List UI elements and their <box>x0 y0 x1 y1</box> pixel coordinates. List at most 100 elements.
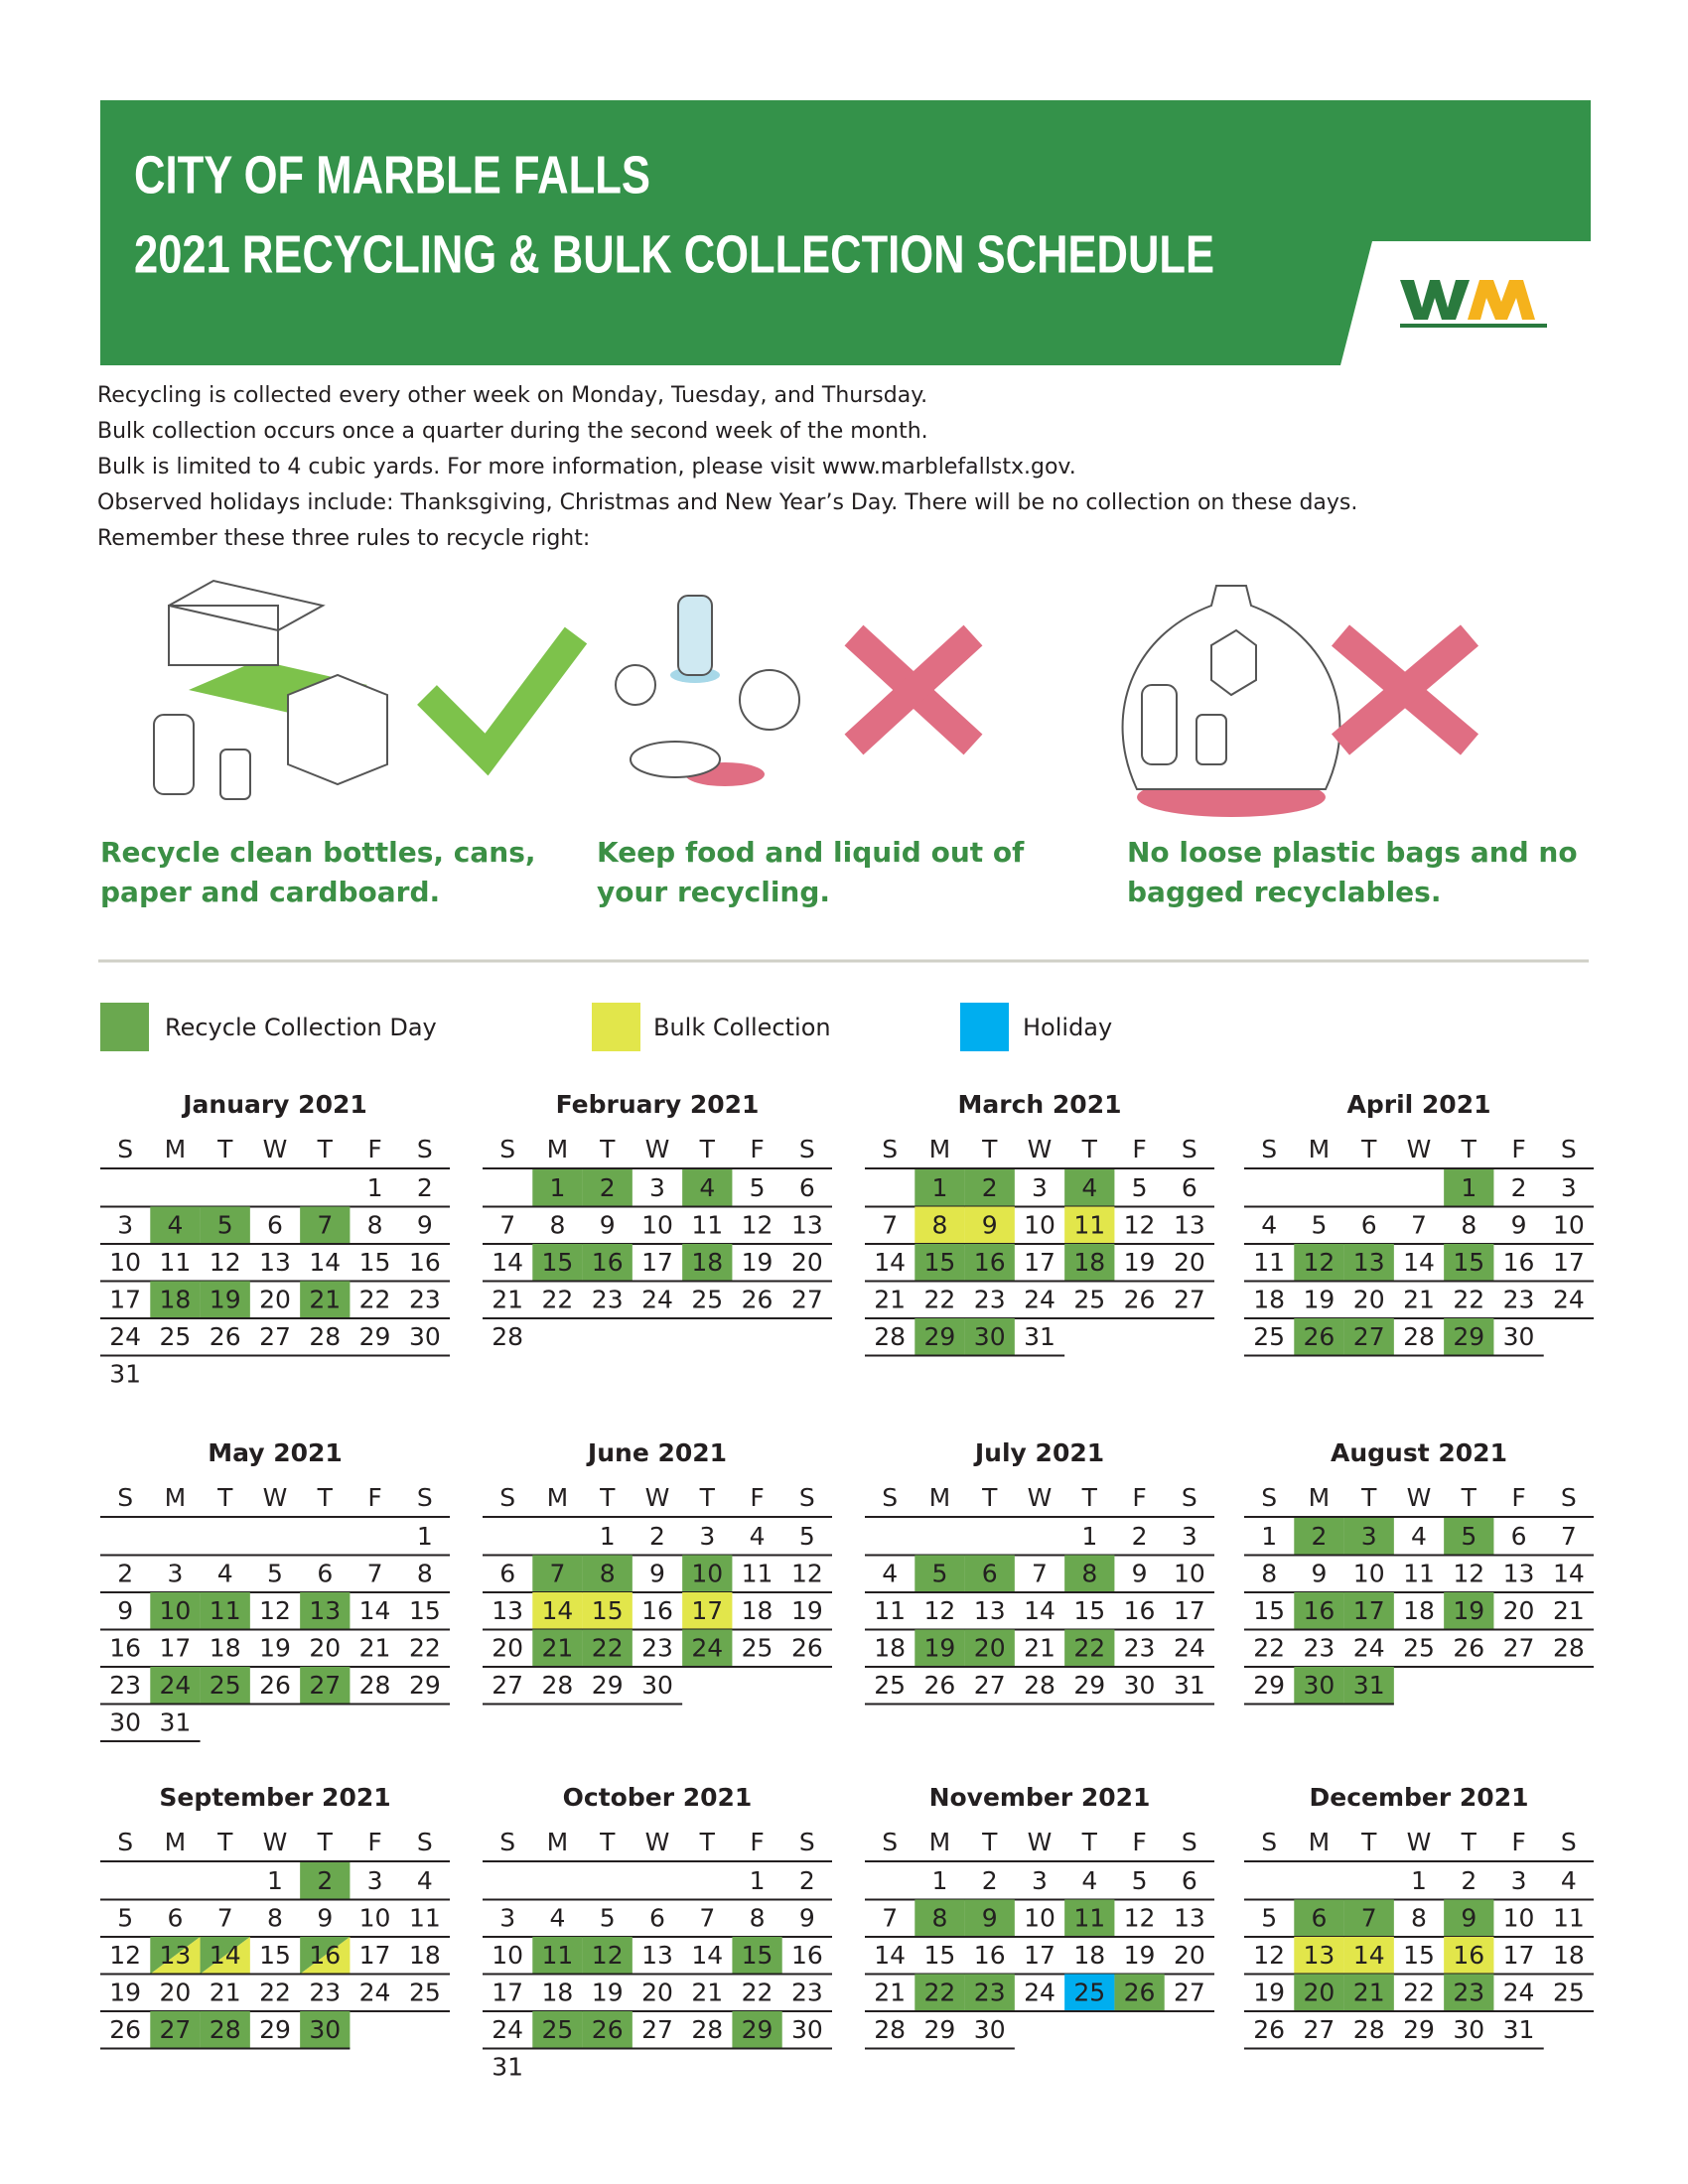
day: 27 <box>974 1671 1006 1700</box>
header-band <box>100 100 1591 365</box>
day: 31 <box>109 1359 141 1388</box>
recycle-cell <box>914 1555 965 1592</box>
legend-swatch <box>592 1003 640 1051</box>
weekday: T <box>317 1828 334 1856</box>
weekday: M <box>165 1135 187 1163</box>
weekday: M <box>929 1483 951 1512</box>
day: 4 <box>1561 1866 1577 1895</box>
day: 14 <box>1353 1941 1385 1970</box>
day: 17 <box>1174 1596 1205 1625</box>
recycle-cell <box>1444 1518 1494 1556</box>
day: 26 <box>1124 1978 1156 2006</box>
recycle-cell <box>1444 1318 1494 1356</box>
day: 23 <box>974 1978 1006 2006</box>
day: 12 <box>1253 1941 1285 1970</box>
weekday: T <box>1360 1135 1377 1163</box>
day: 27 <box>492 1671 523 1700</box>
day: 6 <box>317 1559 333 1587</box>
bulk-cell <box>1294 1937 1344 1975</box>
day: 27 <box>1174 1285 1205 1313</box>
weekday: T <box>599 1483 616 1512</box>
recycle-cell <box>300 1206 351 1244</box>
day: 14 <box>210 1941 241 1970</box>
recycle-cell <box>300 1862 351 1900</box>
recycle-cell <box>200 1206 250 1244</box>
day: 24 <box>691 1633 723 1662</box>
day: 19 <box>742 1248 774 1277</box>
icon-good <box>153 579 588 800</box>
day: 8 <box>1411 1903 1427 1932</box>
day: 19 <box>1453 1596 1484 1625</box>
day: 3 <box>1511 1866 1527 1895</box>
day: 14 <box>1024 1596 1055 1625</box>
day: 13 <box>1353 1248 1385 1277</box>
weekday: T <box>699 1135 716 1163</box>
day: 9 <box>1132 1559 1148 1587</box>
day: 20 <box>492 1633 523 1662</box>
day: 29 <box>1403 2015 1435 2044</box>
day: 30 <box>1304 1671 1336 1700</box>
recycle-cell <box>300 1667 351 1705</box>
weekday: M <box>165 1828 187 1856</box>
day: 29 <box>924 1322 956 1351</box>
day: 19 <box>791 1596 823 1625</box>
day: 28 <box>874 2015 906 2044</box>
day: 22 <box>542 1285 574 1313</box>
day: 18 <box>210 1633 241 1662</box>
month-title: January 2021 <box>181 1090 367 1119</box>
recycle-cell <box>1294 1318 1344 1356</box>
day: 12 <box>259 1596 291 1625</box>
recycle-cell <box>200 1667 250 1705</box>
day: 7 <box>882 1210 898 1239</box>
day: 18 <box>691 1248 723 1277</box>
day: 10 <box>1503 1903 1535 1932</box>
day: 7 <box>499 1210 515 1239</box>
weekday: T <box>1081 1828 1098 1856</box>
day: 21 <box>542 1633 574 1662</box>
recycle-cell <box>532 1169 583 1207</box>
day: 31 <box>492 2052 523 2081</box>
month-title: August 2021 <box>1331 1438 1507 1467</box>
day: 2 <box>1132 1522 1148 1551</box>
day: 7 <box>367 1559 383 1587</box>
weekday: M <box>929 1828 951 1856</box>
day: 9 <box>1311 1559 1327 1587</box>
day: 28 <box>359 1671 391 1700</box>
day: 6 <box>167 1903 183 1932</box>
day: 14 <box>359 1596 391 1625</box>
day: 15 <box>1403 1941 1435 1970</box>
day: 30 <box>1124 1671 1156 1700</box>
day: 13 <box>1174 1903 1205 1932</box>
day: 23 <box>592 1285 624 1313</box>
day: 8 <box>417 1559 433 1587</box>
day: 10 <box>1024 1210 1055 1239</box>
day: 5 <box>750 1173 766 1202</box>
recycle-cell <box>964 1555 1015 1592</box>
day: 3 <box>117 1210 133 1239</box>
recycle-cell <box>1064 1555 1115 1592</box>
day: 17 <box>1353 1596 1385 1625</box>
day: 20 <box>974 1633 1006 1662</box>
day: 5 <box>1461 1522 1477 1551</box>
day: 26 <box>924 1671 956 1700</box>
day: 4 <box>549 1903 565 1932</box>
day: 29 <box>409 1671 441 1700</box>
wm-logo <box>1400 280 1547 328</box>
day: 4 <box>1081 1866 1097 1895</box>
day: 1 <box>600 1522 616 1551</box>
weekday: T <box>1360 1828 1377 1856</box>
day: 25 <box>691 1285 723 1313</box>
intro-line: Remember these three rules to recycle ri… <box>97 526 590 551</box>
day: 23 <box>974 1285 1006 1313</box>
weekday: S <box>417 1483 433 1512</box>
recycle-cell <box>1294 1899 1344 1937</box>
day: 29 <box>259 2015 291 2044</box>
weekday: F <box>367 1483 381 1512</box>
day: 28 <box>1403 1322 1435 1351</box>
weekday: W <box>1407 1483 1432 1512</box>
recycle-cell <box>914 1974 965 2011</box>
weekday: T <box>317 1135 334 1163</box>
weekday: S <box>882 1483 898 1512</box>
day: 22 <box>924 1285 956 1313</box>
